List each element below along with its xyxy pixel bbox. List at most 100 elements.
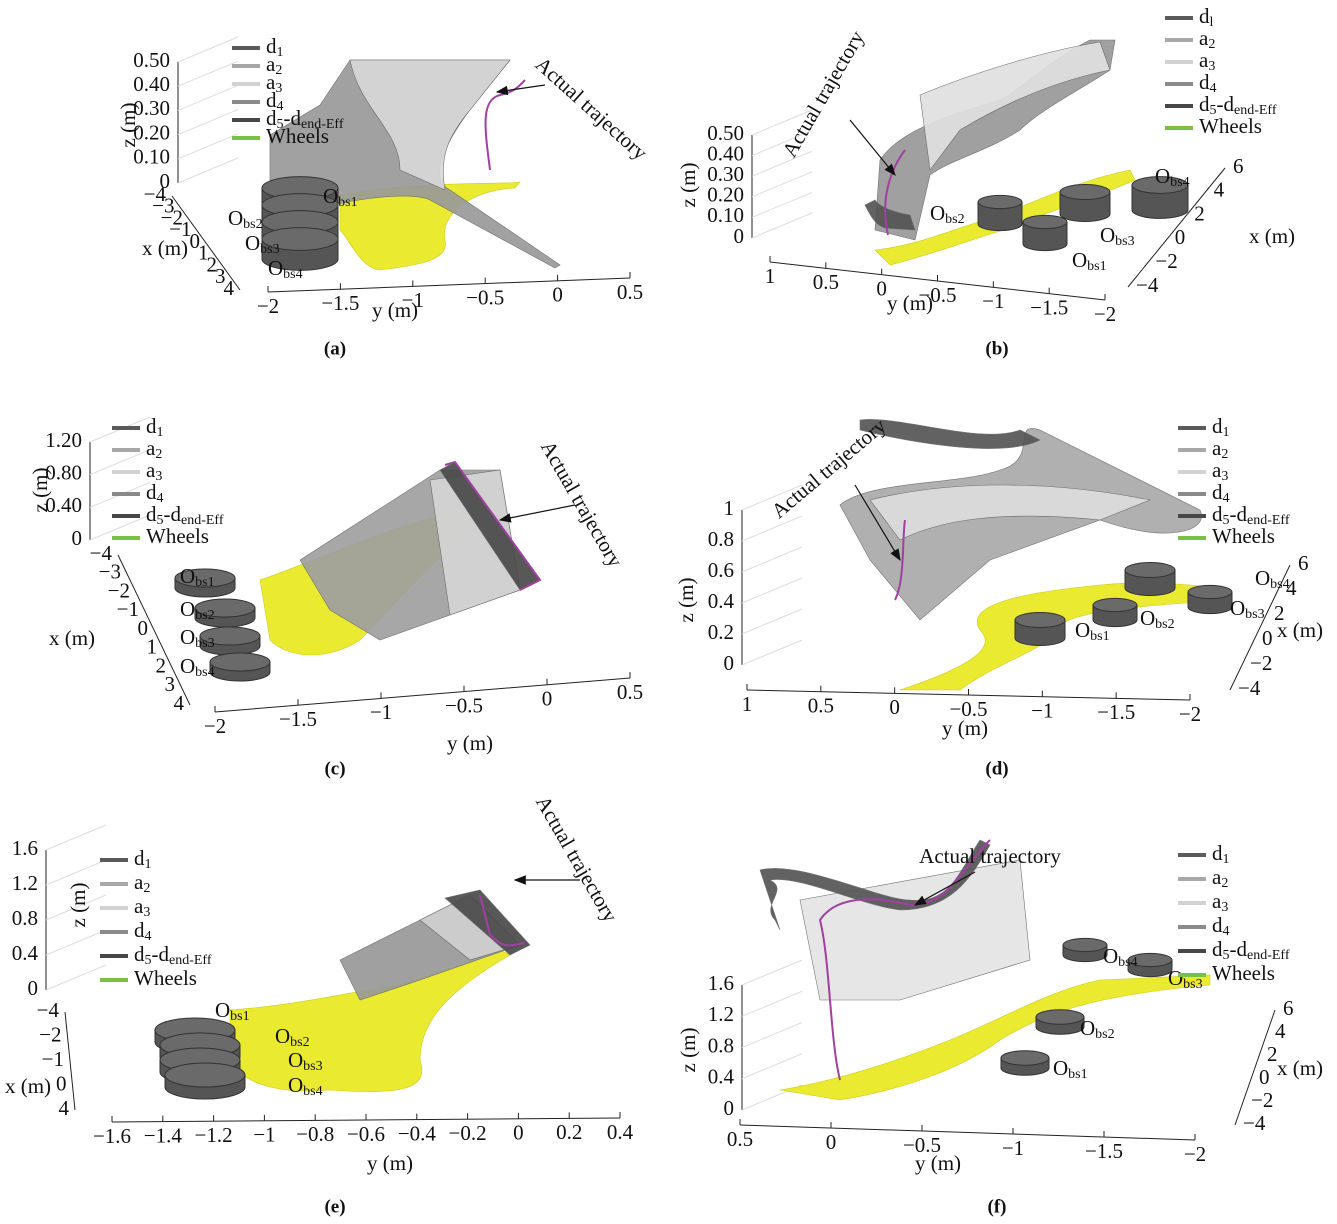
y-tick-label: 0: [876, 276, 887, 300]
obstacle-label: Obs4: [1255, 566, 1290, 592]
subscript: 4: [1210, 81, 1217, 96]
z-tick-label: 0.4: [12, 941, 39, 965]
subscript: 4: [277, 99, 284, 114]
caption: (c): [324, 758, 345, 779]
z-tick-label: 0: [724, 1096, 735, 1120]
z-tick-label: 0.6: [708, 558, 734, 582]
grid-line: [742, 960, 802, 985]
x-tick-label: 2: [1267, 1042, 1278, 1066]
y-tick-label: 0.5: [617, 680, 643, 704]
grid-line: [742, 1054, 802, 1079]
x-tick-label: 6: [1298, 551, 1309, 575]
grid-line: [46, 965, 106, 990]
grid-line: [742, 609, 802, 634]
y-tick-label: 1: [742, 692, 753, 716]
x-axis-label: x (m): [1277, 618, 1323, 642]
annotation-arrow: [850, 120, 895, 175]
y-tick-label: 0.5: [808, 693, 834, 717]
subscript: bs4: [303, 1084, 322, 1099]
x-tick-label: 4: [1275, 1019, 1286, 1043]
subscript: 2: [155, 447, 162, 462]
label-part: O: [1075, 618, 1090, 642]
y-axis-label: y (m): [447, 731, 493, 755]
y-tick-label: −1: [1002, 1136, 1024, 1160]
obstacle-label: Obs4: [1103, 944, 1138, 970]
z-tick-label: 0.30: [707, 162, 744, 186]
label-part: d: [1212, 414, 1223, 438]
y-tick-label: −0.5: [466, 285, 504, 309]
z-axis-label: z (m): [676, 163, 700, 208]
grid-line: [178, 85, 238, 110]
subscript: 1: [157, 425, 164, 440]
obstacle-label: Obs1: [215, 998, 250, 1024]
x-axis-label: x (m): [5, 1074, 51, 1098]
subscript: 4: [157, 491, 164, 506]
x-tick-label: −4: [37, 998, 60, 1022]
label-part: O: [1100, 223, 1115, 247]
obstacle-label: Obs3: [1100, 223, 1135, 249]
grid-line: [178, 37, 238, 62]
legend-label: a3: [1212, 889, 1228, 915]
x-axis-label: x (m): [49, 626, 95, 650]
x-tick-label: −1: [117, 597, 139, 621]
x-tick-label: 0: [1175, 225, 1186, 249]
obstacle-label: Obs2: [1080, 1016, 1115, 1042]
obstacle-top: [1015, 613, 1065, 628]
y-axis-label: y (m): [367, 1151, 413, 1175]
obstacle-label: Obs1: [180, 564, 215, 590]
label-part: Wheels: [146, 524, 209, 548]
subscript: bs1: [338, 195, 357, 210]
label-part: Wheels: [1212, 961, 1275, 985]
z-axis-label: z (m): [676, 1028, 700, 1073]
label-part: -d: [1230, 937, 1248, 961]
y-tick-label: 0.5: [617, 280, 643, 304]
y-tick-label: −1.5: [279, 707, 317, 731]
subscript: 4: [1223, 924, 1230, 939]
legend-label: d5-dend-Eff: [1212, 937, 1290, 963]
obstacle-top: [1060, 185, 1110, 200]
label-part: -d: [164, 502, 182, 526]
label-part: d: [1212, 913, 1223, 937]
annotation: Actual trajectory: [531, 52, 653, 165]
annotation: Actual trajectory: [536, 437, 628, 572]
obstacle-label: Obs4: [1155, 164, 1190, 190]
label-part: d: [146, 414, 157, 438]
obstacle-top: [1188, 585, 1232, 598]
figure: 00.100.200.300.400.50−4−3−2−101234−2−1.5…: [0, 0, 1337, 1224]
obstacle-top: [1001, 1051, 1049, 1065]
grid-line: [742, 578, 802, 603]
z-tick-label: 0.8: [708, 1033, 734, 1057]
annotation: Actual trajectory: [531, 792, 623, 927]
label-part: O: [275, 1024, 290, 1048]
y-tick-label: 0.5: [813, 270, 839, 294]
subscript: 1: [1223, 425, 1230, 440]
y-tick-label: 0: [889, 695, 900, 719]
subscript: bs2: [945, 212, 964, 227]
y-tick-label: −0.4: [398, 1121, 437, 1145]
z-axis-label: z (m): [66, 883, 90, 928]
obstacle-label: Obs1: [1053, 1056, 1088, 1082]
x-tick-label: 0: [1262, 626, 1273, 650]
subscript: bs3: [1183, 977, 1202, 992]
x-axis-label: x (m): [1277, 1056, 1323, 1080]
obstacle-top: [1125, 563, 1175, 578]
label-part: O: [245, 231, 260, 255]
y-axis-label: y (m): [372, 298, 418, 322]
obstacle-label: Obs2: [930, 201, 965, 227]
obstacle-top: [1036, 1010, 1084, 1024]
label-part: d: [1199, 92, 1210, 116]
label-part: O: [1255, 566, 1270, 590]
z-tick-label: 0.10: [707, 203, 744, 227]
x-tick-label: −2: [1155, 249, 1177, 273]
x-tick-label: −4: [1243, 1111, 1266, 1135]
z-tick-label: 0: [72, 526, 83, 550]
x-axis-label: x (m): [142, 236, 188, 260]
y-axis: [268, 278, 630, 292]
z-tick-label: 1.20: [45, 428, 82, 452]
subscript: bs3: [1115, 234, 1134, 249]
legend-label: a2: [1212, 865, 1228, 891]
y-tick-label: 0.5: [727, 1127, 753, 1151]
subscript: bs4: [1170, 175, 1189, 190]
grid-line: [742, 547, 802, 572]
label-part: O: [180, 625, 195, 649]
